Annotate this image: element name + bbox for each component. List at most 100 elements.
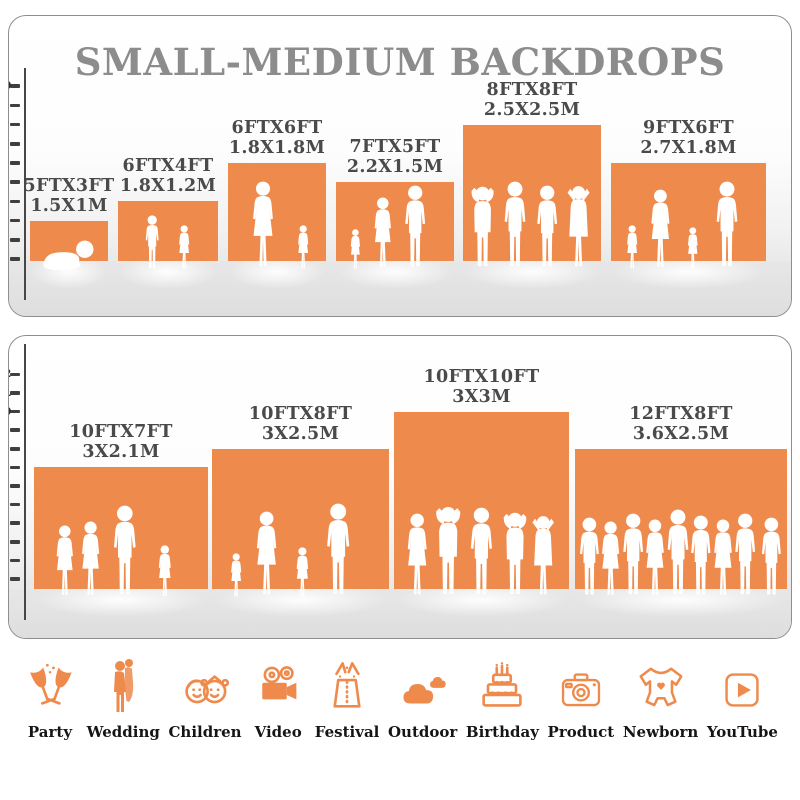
size-m-text: 1.8X1.8M: [228, 138, 326, 158]
person-silhouette-womanup: [567, 186, 590, 267]
y-tick-mark: [10, 540, 20, 544]
person-silhouette-woman: [374, 197, 392, 267]
person-silhouette-man: [470, 507, 493, 594]
y-tick-label: 9: [8, 98, 9, 112]
y-tick-label: 2: [8, 553, 9, 567]
size-ft-text: 10FTX10FT: [423, 366, 540, 387]
size-ft-text: 7FTX5FT: [349, 137, 441, 158]
category-label: YouTube: [706, 723, 778, 741]
y-tick-mark: [10, 180, 20, 184]
category-wedding: Wedding: [87, 658, 160, 741]
size-m-text: 1.5X1M: [30, 195, 108, 216]
size-m-text: 3X2.5M: [261, 423, 340, 444]
person-silhouette-baby: [42, 240, 94, 271]
size-m-text: 3X3M: [452, 386, 511, 407]
y-tick-label: 3: [8, 535, 9, 549]
large-panel: 12345678910111210FTX7FT3X2.1M10FTX8FT3X2…: [8, 335, 792, 639]
person-silhouette-manup: [471, 186, 495, 267]
size-m-text: 3.6X2.5M: [632, 423, 730, 444]
person-silhouette-man: [145, 215, 159, 268]
category-product: Product: [548, 666, 614, 741]
category-newborn: Newborn: [623, 662, 698, 741]
y-tick-mark: [10, 238, 20, 242]
festival-icon: [333, 662, 361, 708]
category-label: Party: [27, 723, 73, 741]
y-tick-mark: [10, 409, 20, 414]
category-label: Wedding: [86, 723, 160, 741]
backdrop-size-label: 10FTX8FT 3X2.5M: [191, 404, 411, 444]
y-tick-mark: [10, 161, 20, 165]
person-silhouette-woman: [627, 225, 638, 269]
category-youtube: YouTube: [707, 664, 778, 741]
size-m-text: 2.5X2.5M: [483, 99, 581, 120]
backdrop-bar: [228, 163, 326, 261]
y-tick-label: 4: [8, 516, 9, 530]
small-medium-panel: SMALL-MEDIUM BACKDROPS 123456789105FTX3F…: [8, 15, 792, 317]
category-children: Children: [168, 660, 242, 741]
y-tick-label: 12: [9, 367, 11, 380]
y-tick-label: 1: [8, 252, 9, 266]
size-m-text: 1.8X1.2M: [119, 176, 217, 197]
page-title: SMALL-MEDIUM BACKDROPS: [74, 40, 726, 84]
y-tick-label: 10: [9, 79, 11, 92]
person-silhouette-woman: [350, 229, 360, 269]
backdrop-size-label: 9FTX6FT 2.7X1.8M: [579, 118, 792, 158]
person-silhouette-woman: [296, 547, 309, 597]
youtube-icon: [725, 673, 760, 707]
person-silhouette-man: [716, 181, 737, 267]
size-m-text: 2.2X1.5M: [346, 157, 444, 178]
y-tick-label: 3: [8, 214, 9, 228]
size-ft-text: 8FTX8FT: [486, 79, 578, 100]
person-silhouette-woman: [687, 227, 698, 269]
y-tick-label: 11: [9, 386, 11, 399]
person-silhouette-man: [504, 181, 526, 267]
person-silhouette-woman: [651, 189, 670, 267]
size-ft-text: 6FTX4FT: [122, 156, 214, 177]
y-tick-mark: [10, 521, 20, 525]
category-birthday: Birthday: [466, 658, 539, 741]
person-silhouette-woman: [231, 553, 242, 597]
y-tick-label: 1: [8, 572, 9, 586]
y-tick-mark: [10, 199, 20, 204]
person-silhouette-woman: [256, 511, 277, 595]
size-m-text: 3X2.1M: [82, 442, 160, 463]
y-tick-mark: [10, 218, 20, 223]
person-silhouette-woman: [159, 545, 171, 597]
size-ft-text: 6FTX6FT: [231, 118, 323, 138]
y-tick-mark: [10, 122, 20, 127]
y-tick-mark: [10, 391, 20, 395]
person-silhouette-womanup: [532, 516, 555, 595]
y-tick-mark: [10, 142, 20, 146]
size-ft-text: 12FTX8FT: [629, 403, 733, 424]
backdrop-size-label: 6FTX4FT 1.8X1.2M: [58, 156, 278, 196]
backdrop-size-label: 7FTX5FT 2.2X1.5M: [285, 137, 505, 177]
backdrop-size-label: 5FTX3FT 1.5X1M: [9, 176, 179, 216]
y-tick-label: 5: [8, 498, 9, 512]
y-tick-mark: [10, 465, 20, 470]
y-tick-label: 2: [8, 233, 9, 247]
y-tick-mark: [10, 84, 20, 88]
y-tick-label: 10: [9, 405, 11, 418]
y-axis: [24, 344, 26, 620]
category-label: Outdoor: [387, 723, 458, 741]
category-label: Children: [168, 723, 242, 741]
y-tick-label: 6: [8, 479, 9, 493]
category-outdoor: Outdoor: [388, 666, 457, 741]
category-label: Newborn: [622, 723, 699, 741]
size-ft-text: 9FTX6FT: [643, 118, 734, 138]
newborn-icon: [639, 667, 683, 707]
backdrop-size-label: 6FTX6FT 1.8X1.8M: [167, 118, 387, 158]
party-icon: [30, 663, 72, 705]
y-tick-mark: [10, 372, 20, 377]
person-silhouette-man: [537, 185, 557, 267]
y-tick-mark: [10, 103, 20, 108]
backdrop-size-label: 8FTX8FT 2.5X2.5M: [422, 80, 642, 120]
category-label: Video: [254, 723, 302, 741]
person-silhouette-woman: [297, 225, 309, 269]
children-icon: [185, 675, 230, 704]
person-silhouette-manup: [436, 507, 461, 594]
person-silhouette-woman: [178, 225, 190, 269]
category-video: Video: [250, 660, 306, 741]
y-axis: [24, 68, 26, 300]
